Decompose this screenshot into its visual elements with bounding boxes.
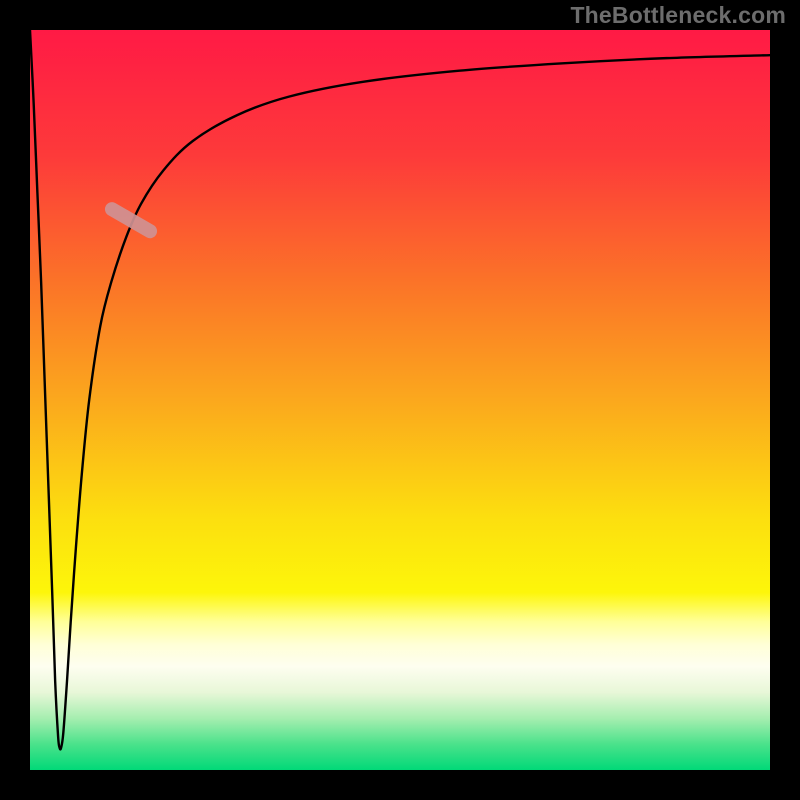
bottleneck-chart: TheBottleneck.com: [0, 0, 800, 800]
watermark-label: TheBottleneck.com: [570, 2, 786, 29]
chart-svg: [0, 0, 800, 800]
chart-plot-bg: [30, 30, 770, 770]
